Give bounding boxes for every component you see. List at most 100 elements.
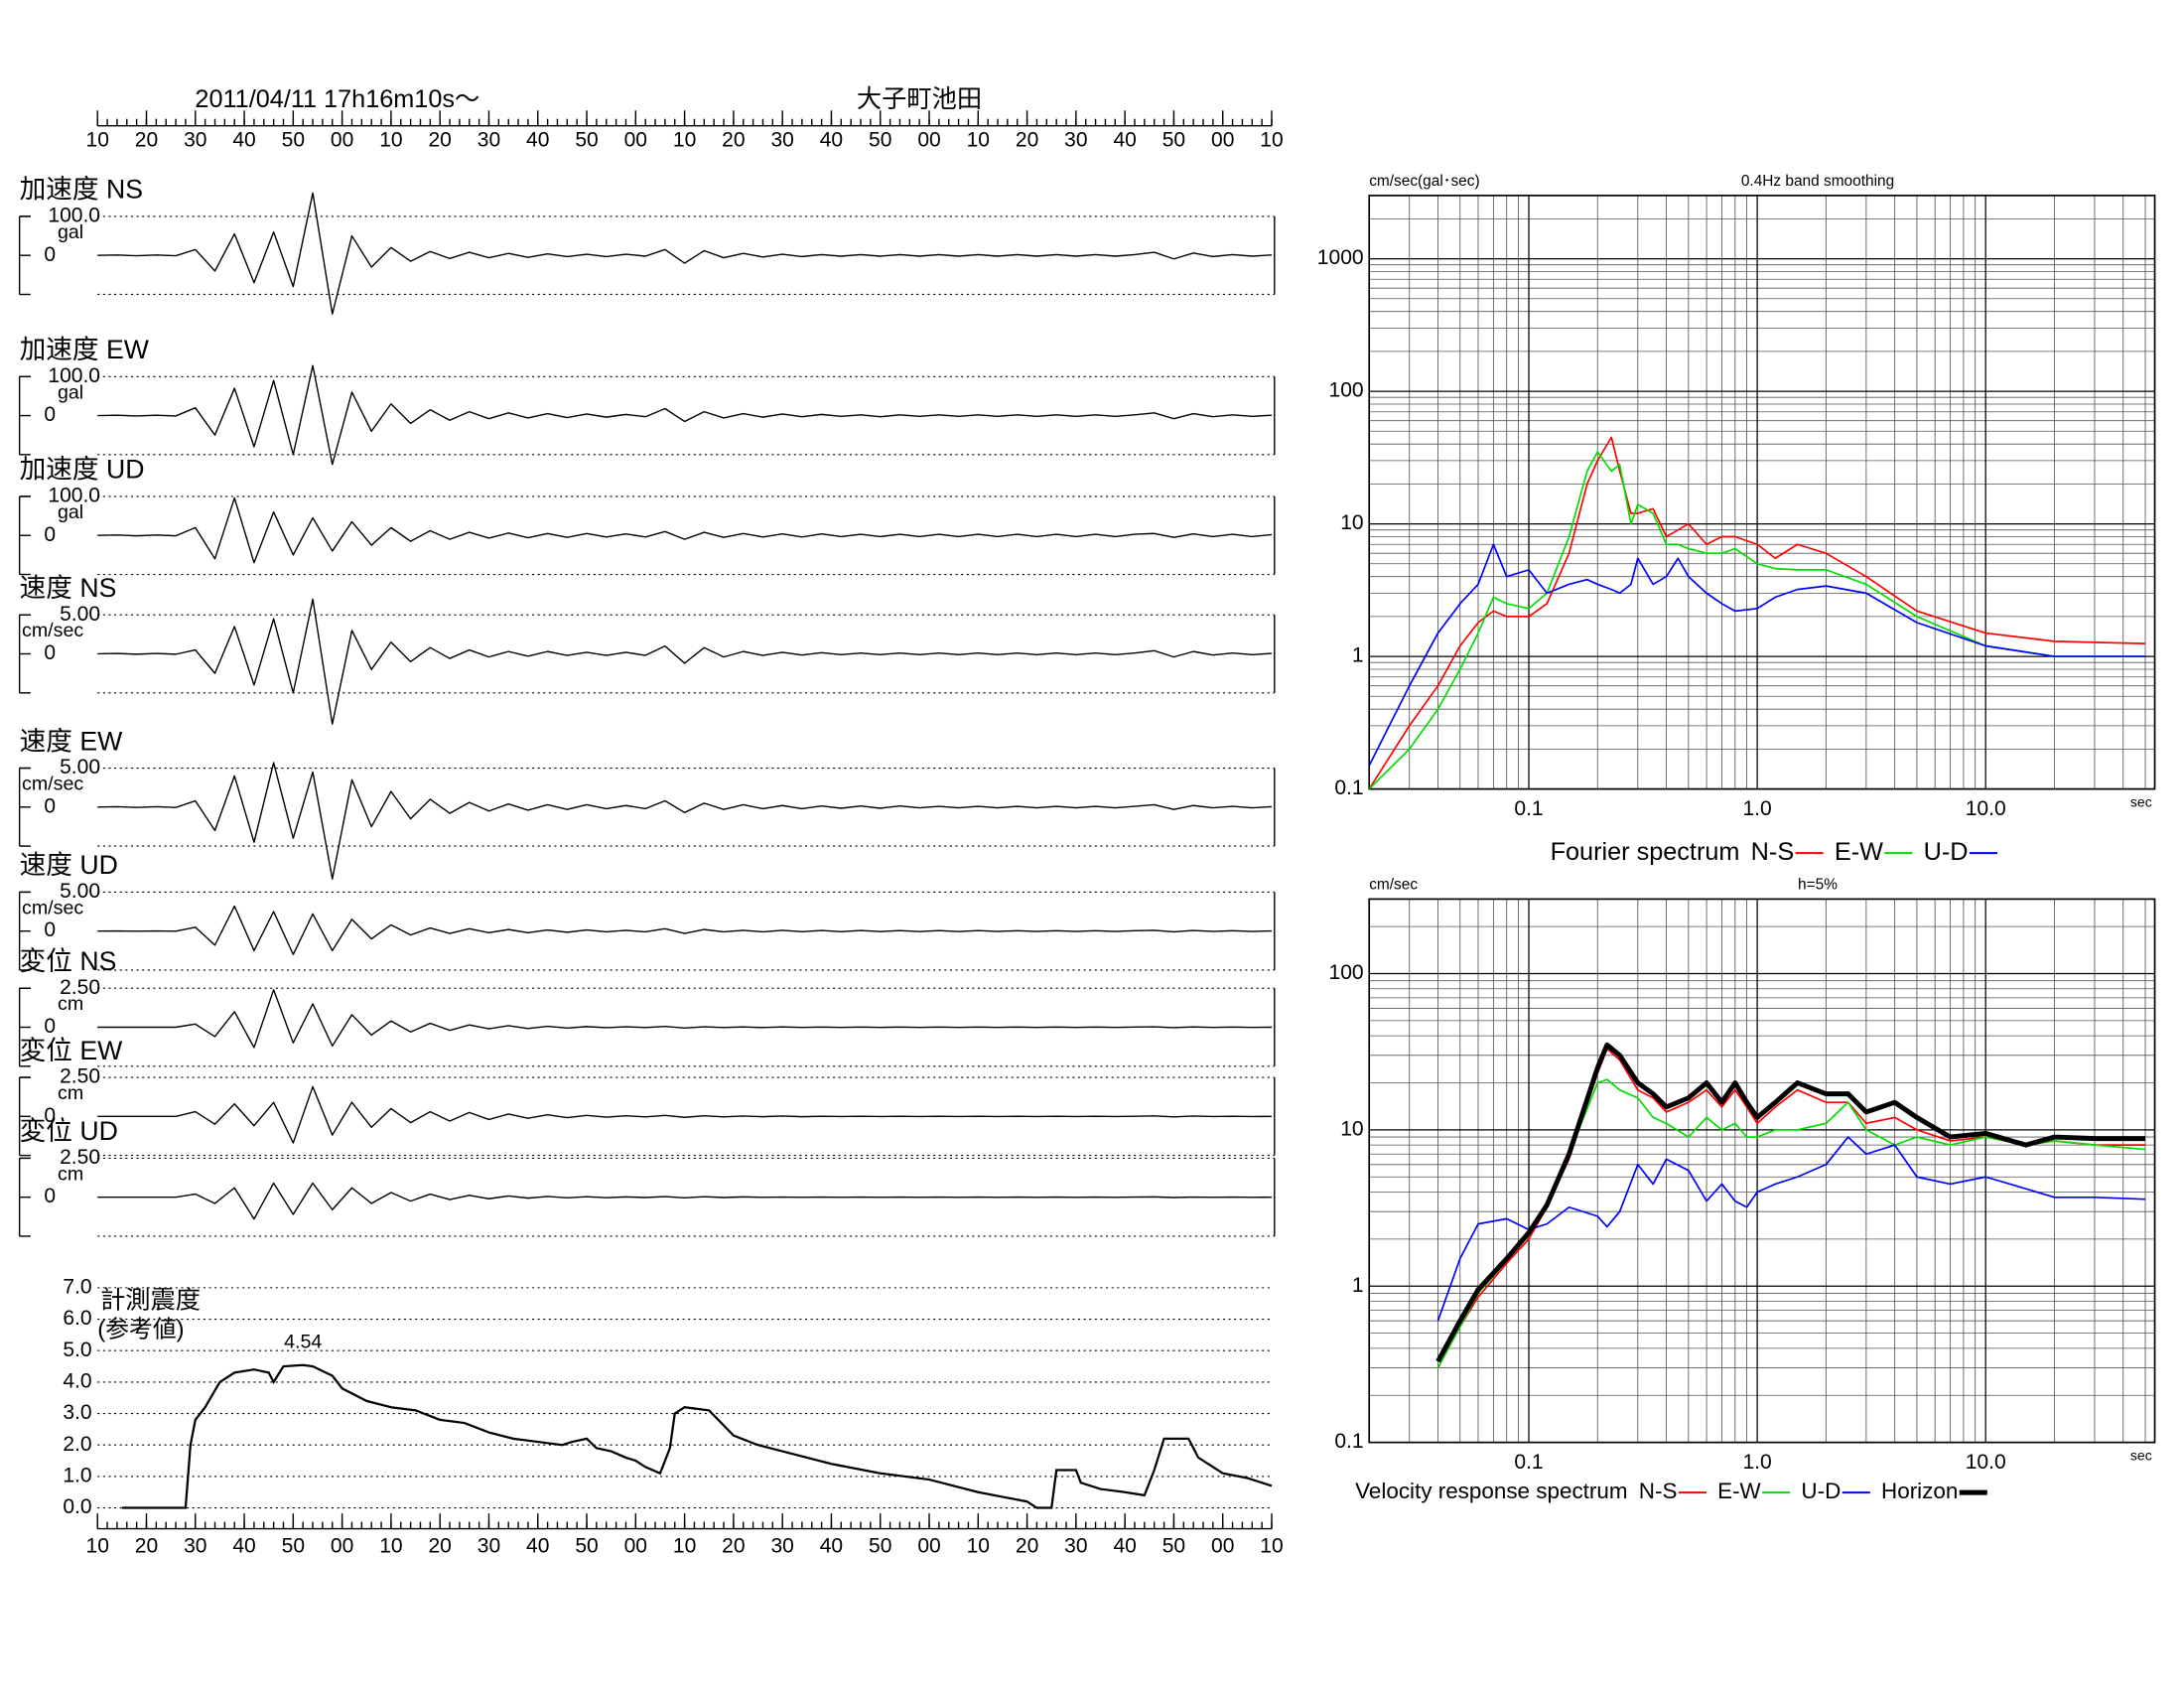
y-tick-label: 7.0: [63, 1275, 91, 1298]
panel-unit: gal: [58, 501, 83, 523]
x-tick-label: 50: [869, 1534, 891, 1557]
x-tick-label: 10: [1260, 129, 1283, 152]
y-tick-label: 0: [44, 641, 56, 664]
x-tick-label: 00: [624, 129, 647, 152]
legend-label: U-D: [1801, 1479, 1841, 1503]
panel-unit: cm: [58, 993, 83, 1015]
y-tick-label: 0: [44, 1104, 56, 1127]
waveform-trace: [97, 496, 1273, 564]
y-tick-label: 6.0: [63, 1307, 91, 1330]
x-tick-label: 10: [379, 1534, 402, 1557]
x-tick-label: 1.0: [1742, 1451, 1771, 1474]
waveform-trace: [97, 1085, 1273, 1144]
legend-label: E-W: [1717, 1479, 1761, 1503]
y-axis-unit: cm/sec(gal･sec): [1369, 173, 1479, 190]
waveform-trace: [97, 364, 1273, 466]
chart-subtitle: (参考値): [97, 1317, 184, 1343]
intensity-line: [121, 1363, 1273, 1509]
x-tick-label: 00: [331, 129, 353, 152]
y-tick-label: 5.00: [60, 880, 100, 903]
x-tick-label: 40: [820, 1534, 843, 1557]
x-tick-label: 1.0: [1742, 797, 1771, 820]
x-tick-label: 50: [282, 1534, 305, 1557]
station-name: 大子町池田: [857, 85, 982, 113]
spectrum-line: [1435, 1042, 2146, 1363]
panel-unit: gal: [58, 221, 83, 243]
panel-unit: cm/sec: [22, 774, 83, 795]
x-tick-label: 30: [478, 129, 500, 152]
x-tick-label: 40: [1113, 1534, 1136, 1557]
x-tick-label: 30: [770, 1534, 793, 1557]
x-tick-label: 20: [135, 129, 158, 152]
peak-label: 4.54: [284, 1332, 322, 1353]
spectrum-line: [1436, 1078, 2146, 1368]
panel-label: 加速度 NS: [20, 175, 143, 205]
x-tick-label: 10: [379, 129, 402, 152]
y-tick-label: 100.0: [48, 204, 100, 226]
x-tick-label: 50: [575, 129, 598, 152]
y-tick-label: 5.00: [60, 756, 100, 778]
legend-title: Velocity response spectrum: [1355, 1479, 1627, 1503]
x-tick-label: 50: [282, 129, 305, 152]
panel-label: 速度 NS: [20, 573, 117, 603]
x-tick-label: 0.1: [1514, 797, 1543, 820]
y-tick-label: 100: [1329, 379, 1364, 402]
waveform-trace: [97, 1182, 1273, 1220]
y-tick-label: 0: [44, 523, 56, 546]
y-tick-label: 5.00: [60, 603, 100, 626]
x-tick-label: 30: [478, 1534, 500, 1557]
waveform-trace: [97, 762, 1273, 880]
x-tick-label: 00: [1211, 129, 1234, 152]
y-tick-label: 0.0: [63, 1495, 91, 1518]
x-tick-label: 10.0: [1966, 797, 2006, 820]
x-tick-label: 20: [428, 1534, 451, 1557]
waveform-trace: [97, 598, 1273, 725]
spectrum-line: [1436, 1136, 2146, 1322]
x-tick-label: 50: [1162, 1534, 1185, 1557]
x-tick-label: 30: [770, 129, 793, 152]
x-axis-unit: sec: [2130, 1447, 2152, 1463]
y-tick-label: 5.0: [63, 1339, 91, 1361]
spectrum-line: [1369, 436, 2146, 789]
plot-frame: [1368, 195, 2156, 790]
x-tick-label: 40: [1113, 129, 1136, 152]
x-tick-label: 30: [1064, 129, 1087, 152]
y-tick-label: 0: [44, 794, 56, 817]
spectrum-line: [1369, 451, 2146, 789]
y-tick-label: 2.50: [60, 976, 100, 999]
x-tick-label: 20: [722, 129, 745, 152]
waveform-trace: [97, 905, 1273, 955]
x-tick-label: 20: [1016, 1534, 1038, 1557]
record-title: 2011/04/11 17h16m10s～: [195, 85, 479, 113]
y-tick-label: 2.50: [60, 1065, 100, 1088]
x-tick-label: 10: [673, 1534, 696, 1557]
x-tick-label: 10.0: [1966, 1451, 2006, 1474]
x-tick-label: 10: [1260, 1534, 1283, 1557]
x-tick-label: 20: [428, 129, 451, 152]
x-tick-label: 00: [331, 1534, 353, 1557]
x-tick-label: 10: [967, 129, 990, 152]
spectrum-line: [1369, 543, 2146, 767]
x-tick-label: 00: [917, 129, 940, 152]
legend-title: Fourier spectrum: [1551, 838, 1740, 866]
y-tick-label: 0: [44, 243, 56, 266]
y-tick-label: 2.50: [60, 1146, 100, 1169]
legend-label: Horizon: [1881, 1479, 1958, 1503]
x-tick-label: 20: [722, 1534, 745, 1557]
x-tick-label: 50: [1162, 129, 1185, 152]
y-tick-label: 1.0: [63, 1464, 91, 1486]
x-tick-label: 00: [917, 1534, 940, 1557]
waveform-trace: [97, 192, 1273, 315]
x-tick-label: 00: [624, 1534, 647, 1557]
x-tick-label: 10: [86, 129, 109, 152]
legend-label: N-S: [1639, 1479, 1678, 1503]
x-tick-label: 20: [135, 1534, 158, 1557]
x-tick-label: 0.1: [1514, 1451, 1543, 1474]
y-tick-label: 4.0: [63, 1369, 91, 1392]
y-tick-label: 0: [44, 1185, 56, 1207]
x-tick-label: 50: [869, 129, 891, 152]
y-tick-label: 3.0: [63, 1401, 91, 1424]
x-tick-label: 00: [1211, 1534, 1234, 1557]
